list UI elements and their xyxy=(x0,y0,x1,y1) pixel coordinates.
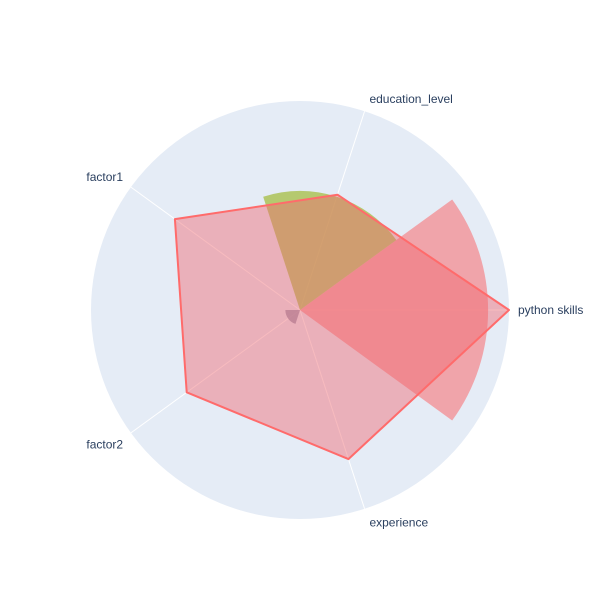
grid-spoke-2 xyxy=(130,186,301,311)
axis-label-python-skills: python skills xyxy=(518,303,583,317)
axis-label-factor2: factor2 xyxy=(86,437,123,451)
bar-sectors xyxy=(263,190,489,421)
bar-sector-2 xyxy=(285,310,300,324)
series-polygon-0 xyxy=(173,193,510,461)
axis-labels: python skills education_level factor1 facto… xyxy=(86,92,583,529)
polygon-series xyxy=(173,193,510,461)
bar-sector-0 xyxy=(300,199,489,421)
grid-spoke-4 xyxy=(299,309,366,509)
bar-sector-1 xyxy=(263,190,397,310)
axis-label-experience: experience xyxy=(369,515,428,529)
axis-label-factor1: factor1 xyxy=(86,170,123,184)
grid-spoke-3 xyxy=(130,309,301,434)
axis-label-education-level: education_level xyxy=(369,92,452,106)
